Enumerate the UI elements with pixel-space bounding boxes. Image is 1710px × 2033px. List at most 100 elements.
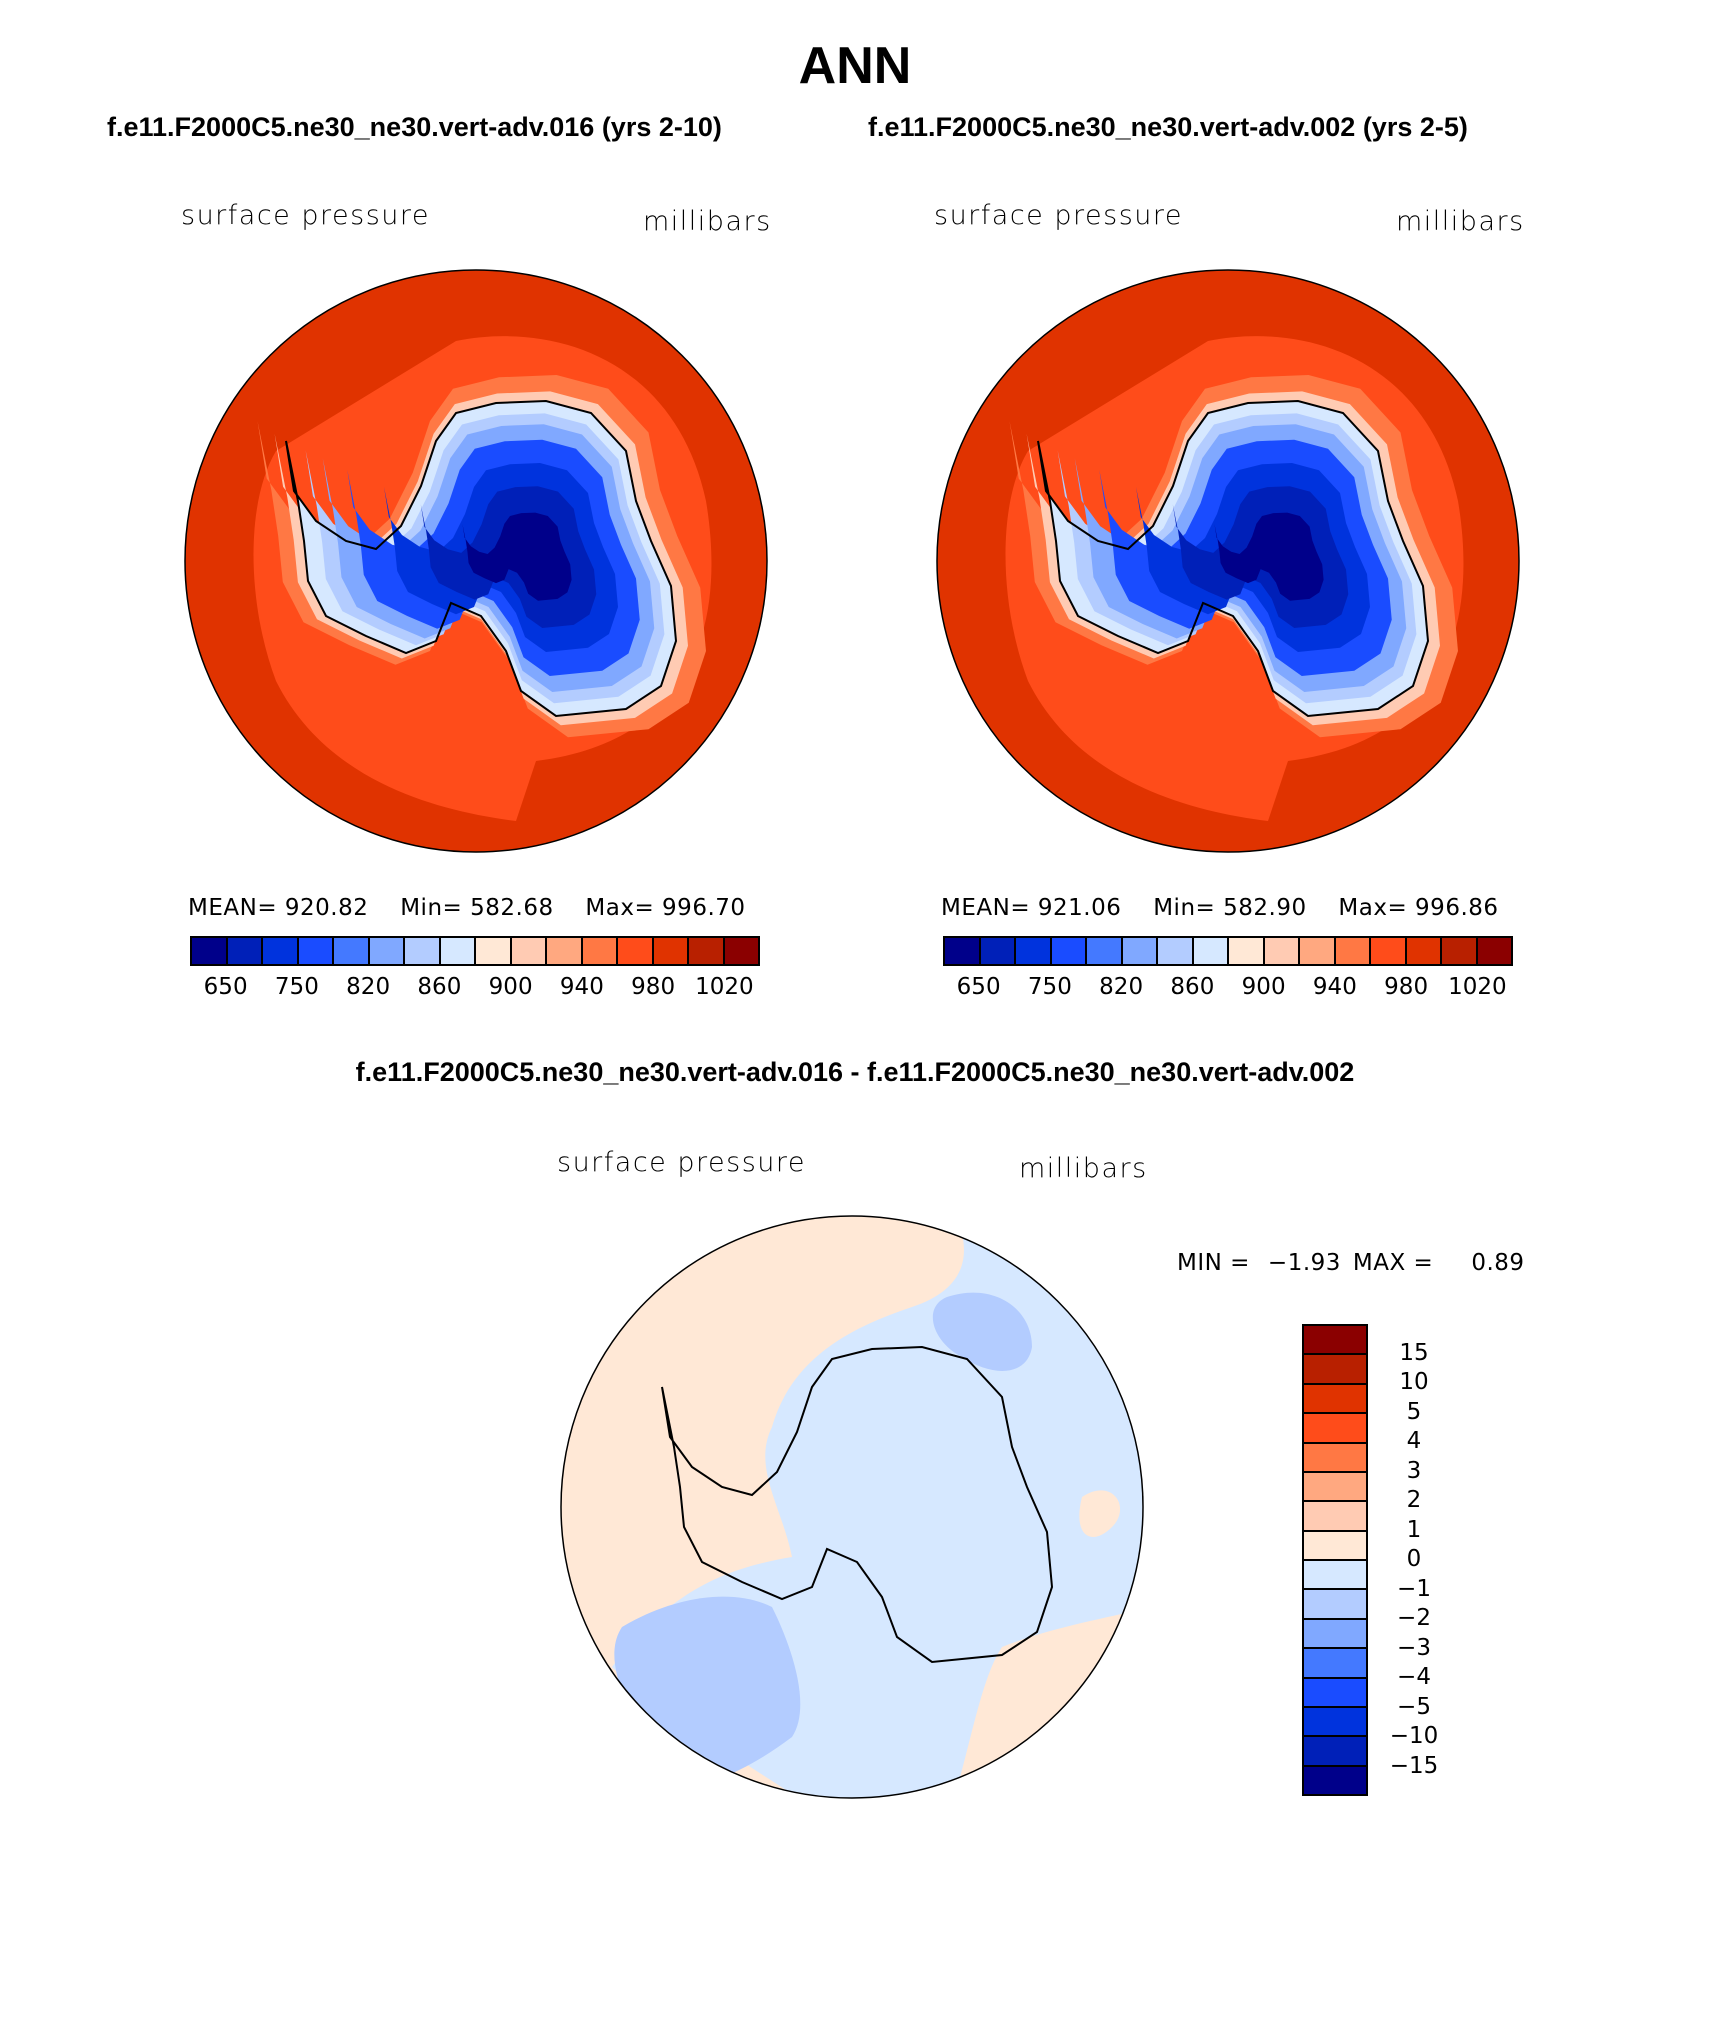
colorbar-boxes bbox=[1302, 1324, 1368, 1796]
colorbar-box bbox=[1304, 1531, 1366, 1561]
colorbar-box bbox=[1304, 1384, 1366, 1415]
colorbar-box bbox=[192, 938, 228, 964]
colorbar-box bbox=[1304, 1355, 1366, 1385]
diff-variable: surface pressure bbox=[557, 1147, 806, 1178]
colorbar-box bbox=[945, 938, 981, 964]
colorbar-tick-label: 980 bbox=[1384, 974, 1429, 1000]
colorbar-tick-label: 750 bbox=[1027, 974, 1072, 1000]
colorbar-tick-label: 750 bbox=[274, 974, 319, 1000]
colorbar-box bbox=[547, 938, 583, 964]
diff-colorbar: 15 10 5 4 3 2 1 0 −1 −2 −3 −4 −5 −10 −15 bbox=[1302, 1324, 1438, 1796]
colorbar-box bbox=[1229, 938, 1265, 964]
colorbar-box bbox=[1016, 938, 1052, 964]
colorbar-tick-label: 1020 bbox=[695, 974, 754, 1000]
colorbar-tick-label: 2 bbox=[1406, 1487, 1422, 1513]
colorbar-box bbox=[1304, 1502, 1366, 1532]
colorbar-box bbox=[1442, 938, 1478, 964]
colorbar-tick-label: 15 bbox=[1399, 1339, 1429, 1366]
map-boundary bbox=[936, 269, 1520, 853]
colorbar-box bbox=[1304, 1443, 1366, 1473]
field-negative bbox=[932, 1292, 1032, 1371]
colorbar-box bbox=[263, 938, 299, 964]
colorbar-tick-label: 1020 bbox=[1448, 974, 1507, 1000]
panel-2-colorbar: 650 750 820 860 900 940 980 1020 bbox=[943, 936, 1513, 1016]
panel-2-variable: surface pressure bbox=[934, 200, 1183, 231]
panel-1-map bbox=[184, 269, 768, 853]
colorbar-tick-label: −5 bbox=[1397, 1693, 1431, 1720]
colorbar-tick-label: 860 bbox=[417, 974, 462, 1000]
colorbar-box bbox=[582, 938, 618, 964]
map-field bbox=[937, 270, 1519, 852]
colorbar-tick-label: 650 bbox=[203, 974, 248, 1000]
colorbar-tick-label: 1 bbox=[1406, 1516, 1422, 1543]
colorbar-box bbox=[1304, 1590, 1366, 1620]
colorbar-box bbox=[440, 938, 476, 964]
max-value: 0.89 bbox=[1471, 1250, 1525, 1276]
colorbar-box bbox=[405, 938, 441, 964]
colorbar-boxes bbox=[943, 936, 1513, 966]
colorbar-tick-label: 0 bbox=[1406, 1546, 1422, 1572]
colorbar-tick-label: 650 bbox=[956, 974, 1001, 1000]
antarctica-coastline bbox=[285, 399, 678, 718]
field-positive bbox=[1079, 1490, 1121, 1537]
colorbar-box bbox=[689, 938, 725, 964]
panel-1-colorbar: 650 750 820 860 900 940 980 1020 bbox=[190, 936, 760, 1016]
antarctica-coastline bbox=[661, 1345, 1054, 1664]
colorbar-box bbox=[1304, 1707, 1366, 1738]
colorbar-box bbox=[653, 938, 689, 964]
figure-title: ANN bbox=[798, 37, 912, 95]
colorbar-box bbox=[1304, 1678, 1366, 1708]
colorbar-box bbox=[980, 938, 1016, 964]
colorbar-tick-label: 10 bbox=[1399, 1369, 1429, 1395]
colorbar-box bbox=[1304, 1766, 1366, 1794]
panel-2-stats: MEAN= 921.06 Min= 582.90 Max= 996.86 bbox=[941, 895, 1523, 921]
map-field bbox=[185, 270, 767, 852]
field-band bbox=[1214, 512, 1324, 601]
colorbar-box bbox=[1300, 938, 1336, 964]
panel-1-variable: surface pressure bbox=[181, 200, 430, 231]
colorbar-box bbox=[1304, 1619, 1366, 1650]
antarctica-coastline bbox=[1037, 399, 1430, 718]
min-value: Min= 582.90 bbox=[1153, 895, 1307, 921]
colorbar-tick-label: 5 bbox=[1406, 1398, 1422, 1425]
panel-1-units: millibars bbox=[643, 206, 772, 237]
colorbar-tick-label: −15 bbox=[1389, 1752, 1439, 1779]
map-boundary bbox=[184, 269, 768, 853]
colorbar-tick-label: −3 bbox=[1397, 1634, 1431, 1661]
colorbar-tick-label: 820 bbox=[1099, 974, 1144, 1000]
panel-2-units: millibars bbox=[1396, 206, 1525, 237]
panel-2-case-title: f.e11.F2000C5.ne30_ne30.vert-adv.002 (yr… bbox=[868, 112, 1468, 142]
colorbar-box bbox=[1264, 938, 1300, 964]
map-boundary bbox=[560, 1215, 1144, 1799]
colorbar-box bbox=[1158, 938, 1194, 964]
colorbar-tick-label: 3 bbox=[1406, 1457, 1422, 1484]
min-label: MIN = bbox=[1177, 1250, 1250, 1276]
colorbar-box bbox=[369, 938, 405, 964]
colorbar-box bbox=[511, 938, 547, 964]
colorbar-box bbox=[1304, 1472, 1366, 1503]
colorbar-tick-label: 980 bbox=[631, 974, 676, 1000]
colorbar-tick-label: 860 bbox=[1170, 974, 1215, 1000]
diff-map bbox=[560, 1215, 1144, 1799]
colorbar-box bbox=[1304, 1326, 1366, 1356]
colorbar-box bbox=[476, 938, 512, 964]
colorbar-tick-label: 4 bbox=[1406, 1428, 1422, 1454]
colorbar-tick-label: 900 bbox=[488, 974, 533, 1000]
colorbar-box bbox=[1477, 938, 1511, 964]
colorbar-box bbox=[1087, 938, 1123, 964]
colorbar-box bbox=[227, 938, 263, 964]
colorbar-box bbox=[1304, 1414, 1366, 1444]
colorbar-tick-label: −10 bbox=[1389, 1723, 1439, 1749]
max-value: Max= 996.70 bbox=[585, 895, 746, 921]
colorbar-tick-label: −1 bbox=[1397, 1575, 1431, 1602]
panel-1-stats: MEAN= 920.82 Min= 582.68 Max= 996.70 bbox=[188, 895, 770, 921]
max-value: Max= 996.86 bbox=[1338, 895, 1499, 921]
panel-1-case-title: f.e11.F2000C5.ne30_ne30.vert-adv.016 (yr… bbox=[107, 112, 722, 142]
colorbar-box bbox=[1051, 938, 1087, 964]
mean-value: MEAN= 920.82 bbox=[188, 895, 369, 921]
colorbar-box bbox=[618, 938, 654, 964]
diff-units: millibars bbox=[1019, 1153, 1148, 1184]
colorbar-tick-label: −2 bbox=[1397, 1605, 1431, 1631]
min-value: Min= 582.68 bbox=[400, 895, 554, 921]
